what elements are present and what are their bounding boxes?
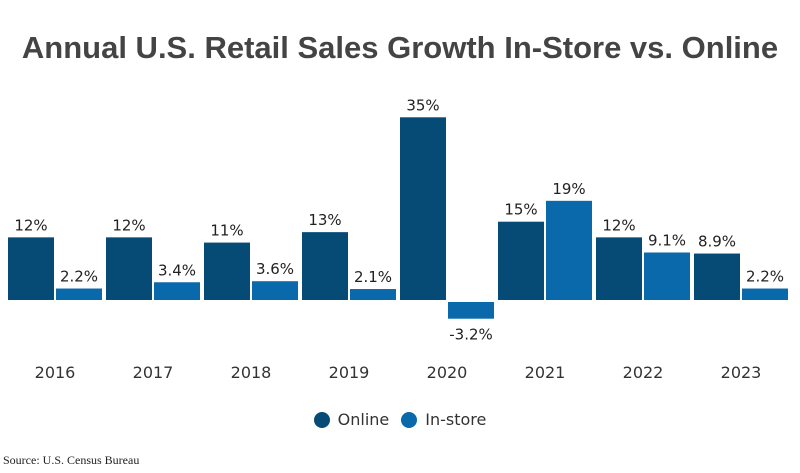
x-tick-label: 2022 — [623, 363, 664, 382]
x-tick-label: 2016 — [35, 363, 76, 382]
bar-instore-2021 — [546, 200, 592, 300]
data-label: -3.2% — [449, 326, 493, 344]
bar-instore-2020 — [448, 302, 494, 319]
data-label: 19% — [552, 180, 585, 198]
bar-online-2016 — [8, 237, 54, 300]
legend-swatch-online — [313, 411, 330, 428]
bar-instore-2022 — [644, 252, 690, 300]
data-label: 3.4% — [158, 261, 196, 279]
data-label: 8.9% — [698, 233, 736, 251]
x-tick-label: 2019 — [329, 363, 370, 382]
legend-swatch-instore — [401, 411, 418, 428]
legend: Online In-store — [0, 410, 800, 429]
data-label: 12% — [602, 216, 635, 234]
bar-online-2019 — [302, 232, 348, 300]
data-label: 11% — [210, 222, 243, 240]
source-note: Source: U.S. Census Bureau — [3, 453, 140, 467]
data-label: 2.1% — [354, 268, 392, 286]
bar-online-2020 — [400, 117, 446, 300]
x-tick-label: 2017 — [133, 363, 174, 382]
x-tick-label: 2023 — [721, 363, 762, 382]
bar-online-2018 — [204, 242, 250, 300]
bar-instore-2018 — [252, 281, 298, 300]
data-label: 13% — [308, 211, 341, 229]
data-label: 3.6% — [256, 260, 294, 278]
chart-title: Annual U.S. Retail Sales Growth In-Store… — [21, 30, 779, 65]
data-label: 12% — [14, 216, 47, 234]
data-label: 9.1% — [648, 231, 686, 249]
data-label: 15% — [504, 201, 537, 219]
bar-online-2023 — [694, 253, 740, 300]
data-label: 35% — [406, 96, 439, 114]
legend-item-instore[interactable]: In-store — [401, 410, 486, 429]
bar-online-2017 — [106, 237, 152, 300]
x-tick-label: 2020 — [427, 363, 468, 382]
x-tick-label: 2018 — [231, 363, 272, 382]
data-label: 2.2% — [746, 268, 784, 286]
bar-instore-2019 — [350, 289, 396, 300]
data-label: 2.2% — [60, 268, 98, 286]
data-label: 12% — [112, 216, 145, 234]
bar-instore-2016 — [56, 288, 102, 300]
bar-instore-2017 — [154, 282, 200, 300]
bar-chart: 12% 2.2% 2016 12% 3.4% 2017 11% 3.6% 2018 13% 2.1%… — [8, 96, 788, 382]
legend-label-instore: In-store — [425, 410, 487, 429]
legend-item-online[interactable]: Online — [313, 410, 390, 429]
legend-label-online: Online — [337, 410, 390, 429]
bar-instore-2023 — [742, 288, 788, 300]
bar-online-2021 — [498, 221, 544, 300]
x-tick-label: 2021 — [525, 363, 566, 382]
bar-online-2022 — [596, 237, 642, 300]
